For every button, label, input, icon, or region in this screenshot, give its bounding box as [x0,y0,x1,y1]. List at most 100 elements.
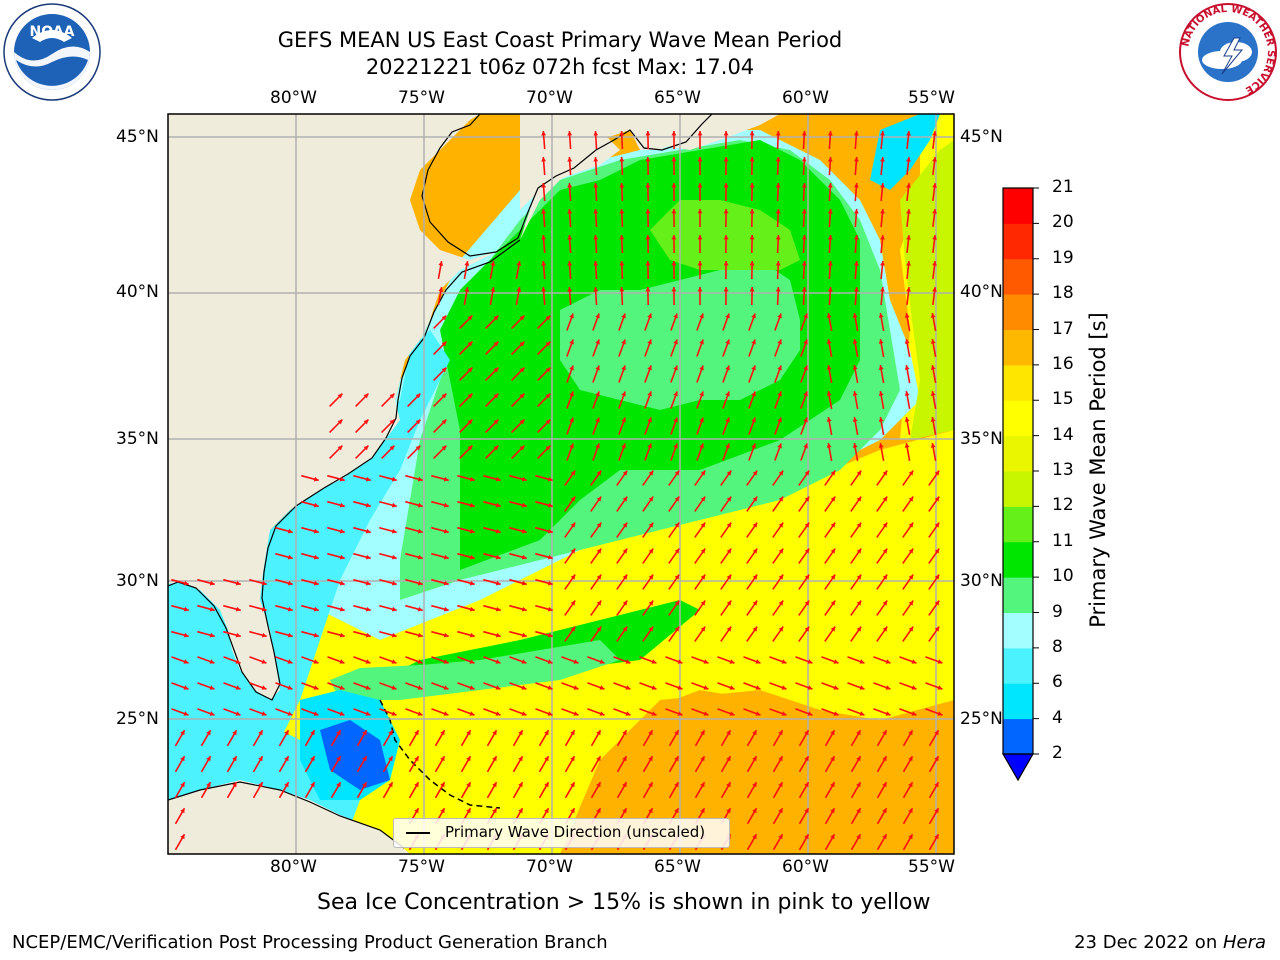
wave-arrow-head [313,476,319,482]
wave-arrow-head [469,606,475,612]
wave-arrow-head [415,419,421,425]
wave-arrow-head [648,730,653,736]
wave-arrow-head [622,470,628,476]
wave-arrow-head [648,756,653,762]
wave-arrow-head [547,476,553,482]
wave-arrow-head [339,580,345,586]
wave-arrow-head [519,315,525,321]
wave-arrow-head [339,659,345,664]
wave-arrow-head [541,235,546,240]
wave-arrow-head [258,730,263,736]
wave-arrow-head [755,685,761,690]
wave-arrow-head [310,730,315,736]
wave-arrow-head [365,528,371,534]
wave-arrow-head [414,782,419,788]
wave-arrow-head [648,522,654,528]
lon-label-bottom-80w: 80°W [270,857,317,877]
wave-arrow-head [570,756,575,762]
wave-arrow-head [521,476,527,482]
wave-arrow-head [726,574,732,580]
wave-arrow-head [778,600,784,606]
colorbar-tick-label: 6 [1052,672,1063,693]
wave-arrow-head [495,528,501,534]
wave-arrow-head [677,685,683,690]
wave-arrow-head [725,443,730,449]
wave-arrow-head [697,157,703,162]
wave-arrow-head [651,659,657,664]
wave-arrow-head [389,419,395,425]
wave-arrow-head [804,808,809,814]
colorbar-cell [1003,258,1033,295]
wave-arrow-head [878,391,884,396]
wave-arrow-head [699,443,704,449]
wave-arrow-head [751,443,756,449]
wave-arrow-head [697,209,703,214]
wave-arrow-head [852,391,858,396]
wave-arrow-head [567,261,573,266]
colorbar-tick-label: 16 [1052,353,1074,374]
wave-arrow-head [391,528,397,534]
wave-arrow-head [674,548,680,554]
wave-arrow-head [781,659,787,664]
wave-arrow-head [833,711,839,716]
colorbar-cell [1003,577,1033,613]
wave-arrow-head [235,711,241,716]
wave-arrow-head [885,659,891,664]
wave-arrow-head [908,834,913,840]
wave-arrow-head [830,470,836,476]
wave-arrow-head [749,183,755,188]
wave-arrow-head [803,443,808,449]
wave-arrow-head [287,554,293,560]
wave-arrow-head [336,782,341,788]
wave-arrow-head [622,756,627,762]
wave-arrow-head [826,443,832,448]
wave-arrow-head [651,711,657,716]
wave-arrow-head [854,209,859,214]
wave-arrow-head [804,756,809,762]
wave-arrow-head [365,502,371,508]
wave-arrow-head [673,313,678,319]
wave-arrow-head [495,476,501,482]
wave-arrow-head [801,157,807,162]
lon-label-top-75w: 75°W [398,88,445,108]
wave-arrow-head [313,554,319,560]
svg-text:NOAA: NOAA [30,24,75,40]
wave-arrow-head [519,445,525,451]
wave-arrow-head [547,711,553,716]
wave-arrow-head [934,470,940,476]
wave-arrow-head [183,711,189,716]
lon-label-bottom-65w: 65°W [654,857,701,877]
colorbar-cell [1003,223,1033,260]
wave-arrow-head [595,417,600,423]
lon-label-top-60w: 60°W [782,88,829,108]
wave-arrow-head [648,600,654,606]
wave-arrow-head [648,782,653,788]
wave-arrow-head [647,365,652,371]
wave-arrow-head [827,183,833,188]
wave-arrow-head [415,445,421,451]
wave-arrow-head [313,606,319,612]
wave-arrow-head [596,600,602,606]
wave-arrow-head [622,600,628,606]
wave-arrow-head [752,496,758,502]
wave-arrow-head [417,502,423,508]
wave-arrow-head [567,209,573,214]
wave-arrow-head [778,782,783,788]
wave-arrow-head [827,287,833,292]
wave-arrow-head [622,626,628,632]
wave-arrow-head [930,365,936,370]
wave-arrow-head [621,313,626,319]
wave-arrow-head [287,659,293,664]
wave-arrow-head [310,756,315,762]
wave-arrow-head [885,711,891,716]
wave-arrow-head [389,393,395,399]
wave-arrow-head [619,209,625,214]
wave-arrow-head [700,522,706,528]
colorbar-tick-label: 14 [1052,424,1074,445]
wave-arrow-head [466,756,471,762]
wave-arrow-head [519,419,525,425]
wave-arrow-head [703,685,709,690]
wave-arrow-head [778,548,784,554]
wave-arrow-head [365,632,371,638]
